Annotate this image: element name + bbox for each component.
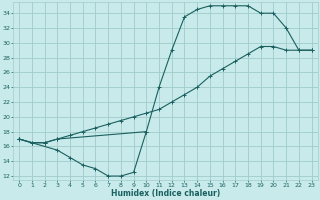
X-axis label: Humidex (Indice chaleur): Humidex (Indice chaleur)	[111, 189, 220, 198]
